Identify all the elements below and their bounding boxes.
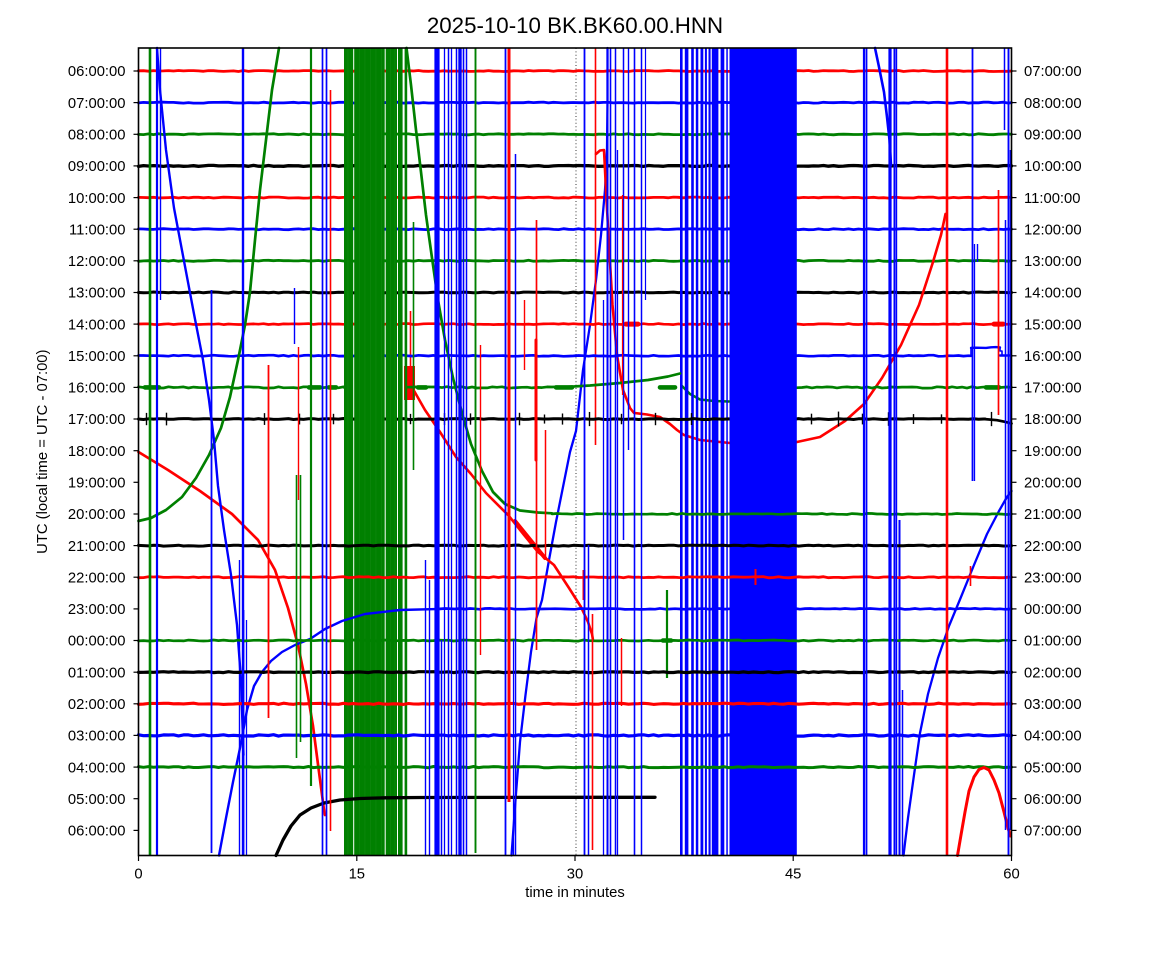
- svg-text:06:00:00: 06:00:00: [1024, 792, 1082, 808]
- svg-text:03:00:00: 03:00:00: [1024, 697, 1082, 713]
- svg-text:11:00:00: 11:00:00: [1024, 191, 1081, 207]
- svg-text:16:00:00: 16:00:00: [1024, 349, 1082, 365]
- svg-text:08:00:00: 08:00:00: [1024, 96, 1082, 112]
- svg-text:0: 0: [134, 867, 142, 883]
- svg-text:06:00:00: 06:00:00: [68, 824, 126, 840]
- svg-text:05:00:00: 05:00:00: [68, 792, 126, 808]
- svg-text:UTC (local time = UTC - 07:00): UTC (local time = UTC - 07:00): [35, 349, 51, 553]
- svg-text:13:00:00: 13:00:00: [68, 286, 126, 302]
- svg-text:01:00:00: 01:00:00: [1024, 634, 1082, 650]
- svg-text:2025-10-10 BK.BK60.00.HNN: 2025-10-10 BK.BK60.00.HNN: [427, 13, 723, 38]
- svg-text:13:00:00: 13:00:00: [1024, 254, 1082, 270]
- svg-text:03:00:00: 03:00:00: [68, 729, 126, 745]
- svg-text:14:00:00: 14:00:00: [1024, 286, 1082, 302]
- svg-text:15:00:00: 15:00:00: [68, 349, 126, 365]
- svg-text:21:00:00: 21:00:00: [68, 539, 126, 555]
- svg-text:60: 60: [1003, 867, 1019, 883]
- svg-text:09:00:00: 09:00:00: [68, 159, 126, 175]
- svg-text:time in minutes: time in minutes: [525, 885, 625, 901]
- svg-text:21:00:00: 21:00:00: [1024, 507, 1082, 523]
- svg-text:05:00:00: 05:00:00: [1024, 760, 1082, 776]
- svg-text:23:00:00: 23:00:00: [68, 602, 126, 618]
- svg-text:18:00:00: 18:00:00: [68, 444, 126, 460]
- svg-text:09:00:00: 09:00:00: [1024, 128, 1082, 144]
- svg-text:12:00:00: 12:00:00: [68, 254, 126, 270]
- svg-text:22:00:00: 22:00:00: [1024, 539, 1082, 555]
- svg-text:06:00:00: 06:00:00: [68, 64, 126, 80]
- svg-text:45: 45: [785, 867, 801, 883]
- svg-text:15:00:00: 15:00:00: [1024, 317, 1082, 333]
- svg-text:07:00:00: 07:00:00: [1024, 824, 1082, 840]
- svg-text:10:00:00: 10:00:00: [68, 191, 126, 207]
- svg-text:15: 15: [349, 867, 365, 883]
- svg-text:14:00:00: 14:00:00: [68, 317, 126, 333]
- svg-text:04:00:00: 04:00:00: [1024, 729, 1082, 745]
- svg-text:00:00:00: 00:00:00: [68, 634, 126, 650]
- svg-text:17:00:00: 17:00:00: [1024, 381, 1082, 397]
- svg-text:20:00:00: 20:00:00: [68, 507, 126, 523]
- svg-text:12:00:00: 12:00:00: [1024, 222, 1082, 238]
- svg-text:23:00:00: 23:00:00: [1024, 570, 1082, 586]
- svg-text:02:00:00: 02:00:00: [1024, 665, 1082, 681]
- svg-text:10:00:00: 10:00:00: [1024, 159, 1082, 175]
- svg-text:07:00:00: 07:00:00: [68, 96, 126, 112]
- svg-text:17:00:00: 17:00:00: [68, 412, 126, 428]
- svg-text:19:00:00: 19:00:00: [68, 476, 126, 492]
- svg-text:08:00:00: 08:00:00: [68, 128, 126, 144]
- svg-text:20:00:00: 20:00:00: [1024, 476, 1082, 492]
- svg-text:04:00:00: 04:00:00: [68, 760, 126, 776]
- svg-text:07:00:00: 07:00:00: [1024, 64, 1082, 80]
- svg-text:19:00:00: 19:00:00: [1024, 444, 1082, 460]
- svg-text:30: 30: [567, 867, 583, 883]
- svg-text:11:00:00: 11:00:00: [69, 222, 126, 238]
- svg-text:02:00:00: 02:00:00: [68, 697, 126, 713]
- svg-text:22:00:00: 22:00:00: [68, 570, 126, 586]
- svg-text:16:00:00: 16:00:00: [68, 381, 126, 397]
- svg-text:00:00:00: 00:00:00: [1024, 602, 1082, 618]
- svg-text:18:00:00: 18:00:00: [1024, 412, 1082, 428]
- svg-text:01:00:00: 01:00:00: [68, 665, 126, 681]
